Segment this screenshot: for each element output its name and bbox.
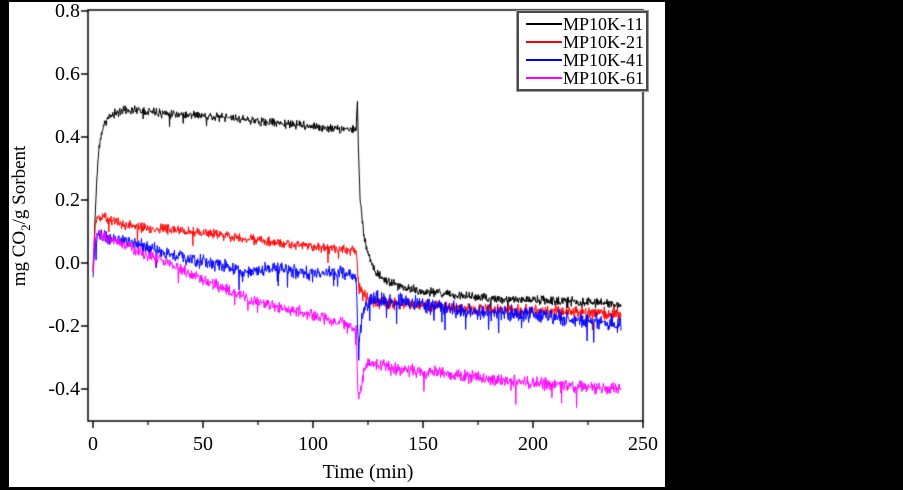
legend-item: MP10K-61 <box>526 69 645 87</box>
legend-label: MP10K-61 <box>563 68 645 88</box>
y-tick-label: 0.2 <box>55 189 80 211</box>
x-axis-title: Time (min) <box>322 461 414 483</box>
x-tick-label: 150 <box>408 433 438 455</box>
legend-item: MP10K-41 <box>526 51 645 69</box>
x-tick-label: 100 <box>298 433 328 455</box>
legend-item: MP10K-11 <box>526 15 645 33</box>
y-tick-label: 0.6 <box>55 63 80 85</box>
x-tick-label: 200 <box>518 433 548 455</box>
legend-line-swatch <box>526 23 562 25</box>
y-axis-title-suffix: /g Sorbent <box>9 145 30 225</box>
legend-line-swatch <box>526 41 562 43</box>
legend-item: MP10K-21 <box>526 33 645 51</box>
x-tick-label: 50 <box>193 433 213 455</box>
y-axis-title-subscript: 2 <box>17 224 33 231</box>
y-tick-label: -0.4 <box>48 378 80 400</box>
y-tick-label: -0.2 <box>48 315 80 337</box>
x-tick-label: 250 <box>628 433 658 455</box>
y-tick-label: 0.8 <box>55 0 80 22</box>
y-tick-label: 0.0 <box>55 252 80 274</box>
legend: MP10K-11 MP10K-21 MP10K-41 MP10K-61 <box>516 10 649 92</box>
legend-label: MP10K-21 <box>563 32 645 52</box>
y-tick-label: 0.4 <box>55 126 80 148</box>
legend-line-swatch <box>526 59 562 61</box>
legend-label: MP10K-41 <box>563 50 645 70</box>
legend-label: MP10K-11 <box>563 14 644 34</box>
legend-line-swatch <box>526 77 562 79</box>
x-tick-label: 0 <box>88 433 98 455</box>
